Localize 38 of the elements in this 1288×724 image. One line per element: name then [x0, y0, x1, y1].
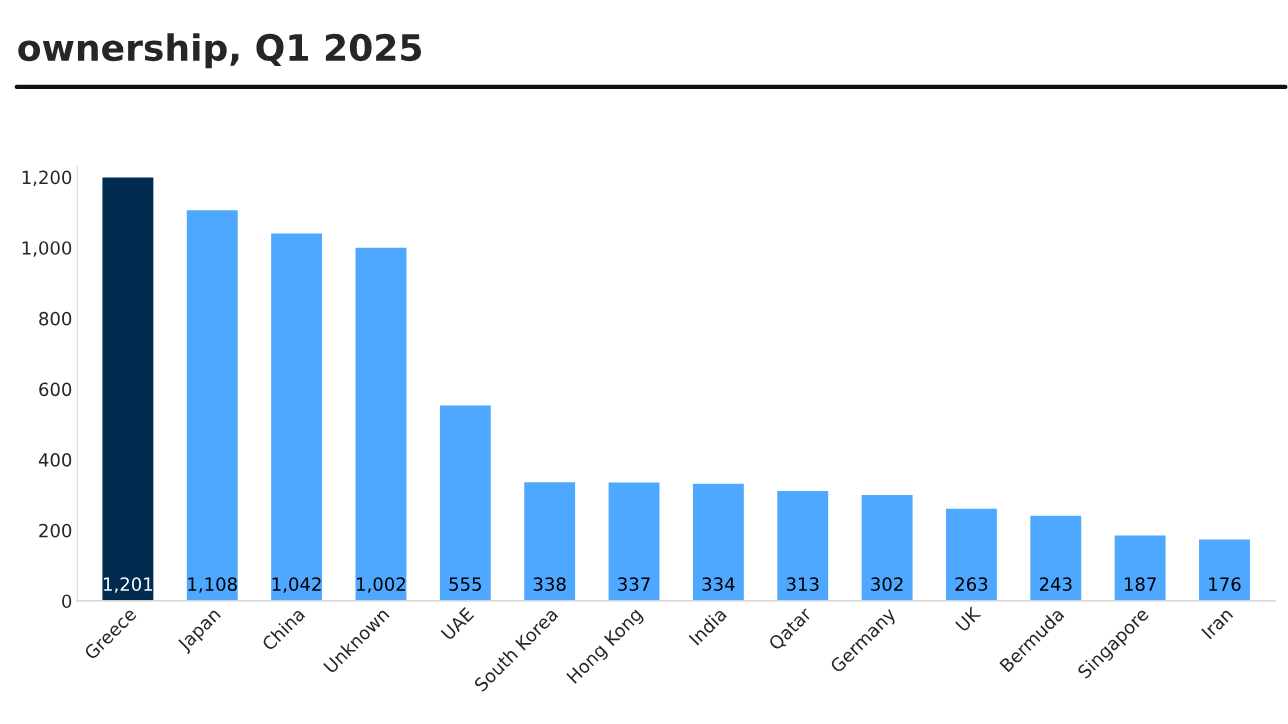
data-label: 338 — [533, 577, 566, 591]
bar — [860, 493, 914, 601]
bar — [1197, 538, 1252, 601]
chart-title: ownership, Q1 2025 — [18, 33, 422, 69]
data-label: 337 — [618, 577, 650, 591]
x-tick-label: UK — [955, 605, 982, 633]
bar — [269, 232, 324, 601]
data-label: 334 — [702, 577, 735, 591]
bar — [775, 489, 830, 601]
bar — [607, 481, 661, 601]
bar — [101, 176, 155, 601]
bar — [185, 208, 240, 601]
data-label: 187 — [1124, 577, 1156, 591]
y-tick-label: 200 — [39, 523, 72, 538]
y-tick-label: 400 — [38, 453, 72, 467]
data-label: 313 — [786, 577, 819, 591]
bar — [1028, 514, 1083, 601]
bar — [354, 246, 408, 601]
y-tick-label: 1,200 — [22, 170, 72, 187]
data-label: 1,042 — [272, 577, 321, 593]
data-label: 263 — [955, 577, 988, 591]
bar — [522, 480, 577, 601]
data-label: 1,201 — [104, 577, 153, 593]
data-label: 176 — [1209, 577, 1241, 591]
data-label: 243 — [1039, 577, 1072, 591]
bar — [944, 507, 999, 601]
data-label: 302 — [871, 577, 903, 591]
data-label: 1,108 — [188, 577, 237, 593]
bar — [1113, 534, 1167, 601]
bar — [438, 404, 493, 601]
y-tick-label: 0 — [62, 594, 72, 609]
y-tick-label: 800 — [39, 311, 72, 326]
y-tick-label: 1,000 — [22, 241, 72, 257]
y-tick-label: 600 — [39, 382, 72, 397]
data-label: 1,002 — [357, 577, 405, 593]
data-label: 555 — [449, 577, 481, 591]
bar — [691, 482, 746, 601]
x-tick-label: Iran — [1201, 607, 1234, 640]
